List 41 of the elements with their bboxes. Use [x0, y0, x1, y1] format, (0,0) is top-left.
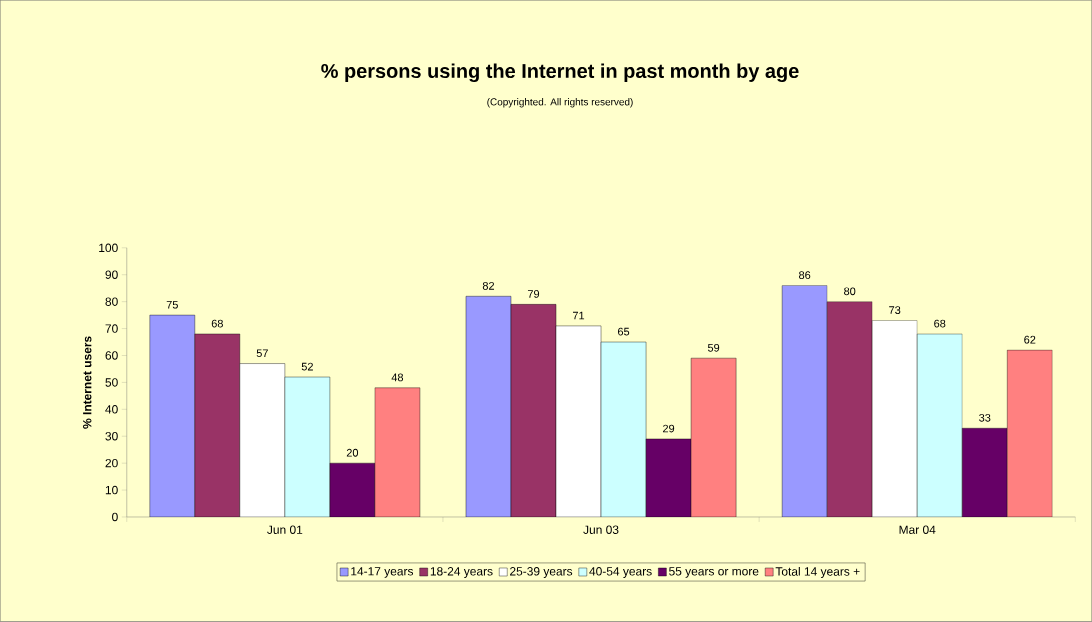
y-tick-label: 70	[105, 324, 118, 333]
data-label: 86	[799, 271, 811, 280]
data-label: 68	[211, 319, 223, 328]
y-tick-label: 10	[105, 485, 118, 495]
chart-title: % persons using the Internet in past month by age	[321, 63, 799, 83]
y-tick-label: 50	[105, 378, 118, 387]
legend-label: 18-24 years	[430, 567, 493, 579]
data-label: 62	[1024, 335, 1036, 344]
data-label: 68	[934, 319, 946, 328]
legend-label: 55 years or more	[669, 567, 759, 578]
data-label: 82	[482, 282, 495, 290]
data-label: 48	[391, 373, 404, 382]
data-label: 80	[844, 287, 856, 296]
data-label: 33	[979, 414, 991, 422]
data-label: 71	[572, 311, 585, 320]
data-label: 20	[346, 449, 359, 457]
legend-label: 14-17 years	[351, 567, 414, 578]
y-tick-label: 20	[105, 459, 118, 468]
x-tick-label: Mar 04	[899, 525, 936, 535]
x-tick-label: Jun 01	[267, 525, 303, 535]
y-axis-title: % Internet users	[83, 336, 92, 429]
y-tick-label: 40	[105, 405, 118, 414]
data-label: 52	[301, 362, 313, 371]
y-tick-label: 90	[105, 270, 118, 280]
legend-label: Total 14 years +	[775, 567, 860, 579]
data-label: 79	[527, 290, 540, 298]
legend-label: 25-39 years	[510, 567, 573, 579]
x-tick-label: Jun 03	[583, 525, 619, 535]
data-label: 59	[707, 344, 720, 352]
data-label: 57	[256, 349, 268, 358]
y-tick-label: 0	[112, 512, 118, 522]
data-label: 73	[889, 306, 901, 315]
y-tick-label: 30	[105, 432, 118, 441]
y-tick-label: 80	[105, 297, 118, 307]
data-label: 65	[618, 327, 630, 336]
chart-subtitle: (Copyrighted. All rights reserved)	[487, 98, 633, 108]
y-tick-label: 60	[105, 351, 118, 360]
data-label: 29	[663, 424, 675, 433]
legend-label: 40-54 years	[589, 567, 652, 579]
y-tick-label: 100	[99, 243, 118, 253]
data-label: 75	[166, 301, 178, 309]
